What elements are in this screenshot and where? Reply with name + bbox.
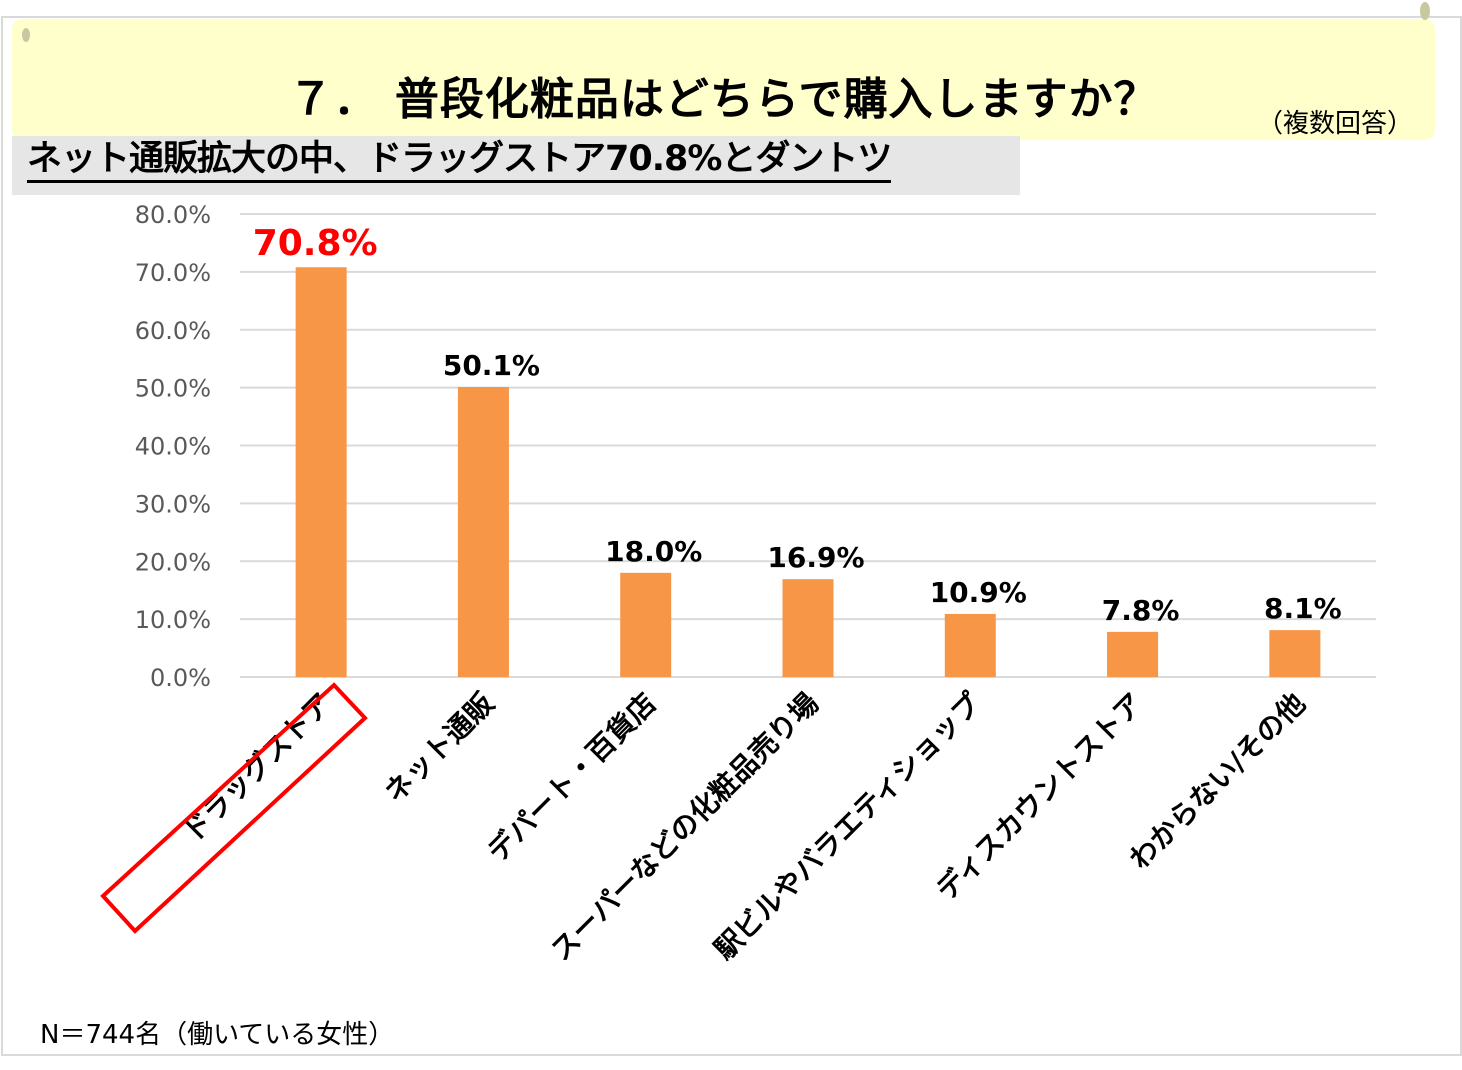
title-box: ７． 普段化粧品はどちらで購入しますか？ （複数回答） — [12, 19, 1435, 140]
multiple-answer-note: （複数回答） — [1256, 109, 1413, 139]
sample-size-note: N＝744名（働いている女性） — [40, 1020, 395, 1050]
bar — [1269, 630, 1321, 677]
bar — [1107, 631, 1159, 677]
data-label: 10.9% — [930, 576, 1027, 609]
data-label: 8.1% — [1264, 592, 1342, 625]
category-label: ネット通販 — [378, 686, 501, 809]
y-tick-label: 60.0% — [135, 317, 211, 345]
decor-dot — [1420, 2, 1430, 20]
data-label: 70.8% — [253, 223, 378, 264]
y-tick-label: 20.0% — [135, 548, 211, 576]
bar — [295, 267, 347, 677]
subtitle-box: ネット通販拡大の中、ドラッグストア70.8%とダントツ — [12, 136, 1020, 195]
y-tick-label: 70.0% — [135, 259, 211, 287]
y-tick-label: 50.0% — [135, 375, 211, 403]
category-label: 駅ビルやバラエティショップ — [708, 686, 988, 966]
category-label: わからない/その他 — [1123, 687, 1312, 876]
data-label: 50.1% — [443, 349, 540, 382]
category-label: デパート・百貨店 — [481, 687, 663, 869]
highlight-box — [100, 682, 368, 934]
y-tick-label: 40.0% — [135, 433, 211, 461]
data-label: 18.0% — [605, 535, 702, 568]
chart-title: ７． 普段化粧品はどちらで購入しますか？ — [288, 74, 1159, 125]
bar — [782, 579, 834, 677]
bar — [944, 613, 996, 677]
data-label: 7.8% — [1102, 594, 1180, 627]
bar — [457, 387, 509, 677]
subtitle: ネット通販拡大の中、ドラッグストア70.8%とダントツ — [27, 138, 892, 183]
category-label: スーパーなどの化粧品売り場 — [544, 687, 825, 968]
data-label: 16.9% — [767, 541, 864, 574]
decor-dot — [22, 28, 30, 42]
y-tick-label: 80.0% — [135, 201, 211, 229]
slide-frame — [1, 16, 1462, 1056]
y-tick-label: 10.0% — [135, 606, 211, 634]
y-tick-label: 30.0% — [135, 490, 211, 518]
y-tick-label: 0.0% — [150, 664, 211, 692]
bar — [620, 572, 672, 677]
